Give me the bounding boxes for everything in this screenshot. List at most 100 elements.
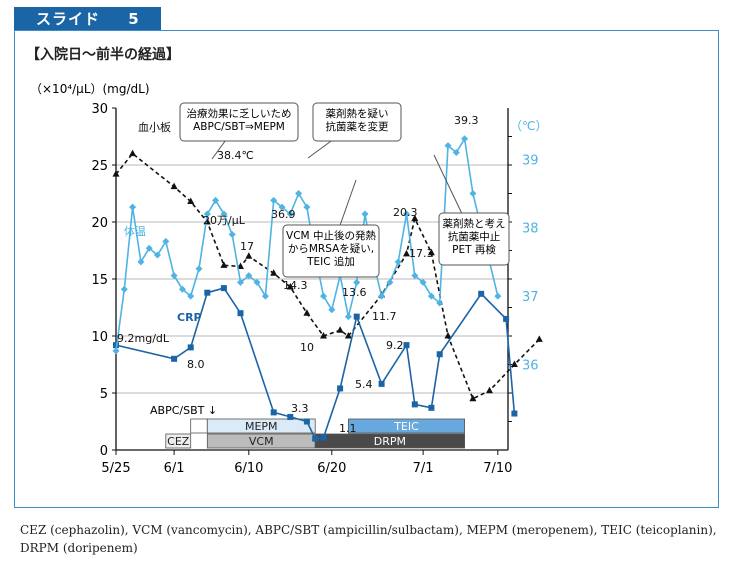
- crp-point: [237, 310, 244, 317]
- x-tick-label: 6/1: [164, 461, 185, 476]
- temp-point: [353, 278, 361, 286]
- crp-point: [187, 344, 194, 351]
- left-tick-label: 15: [91, 273, 108, 288]
- temp-point: [386, 278, 394, 286]
- data-label: 3.3: [291, 402, 309, 415]
- left-tick-label: 20: [91, 216, 108, 231]
- platelet-point: [112, 170, 120, 177]
- drug-label-drpm: DRPM: [374, 435, 406, 448]
- temp-point: [228, 231, 236, 239]
- temp-point: [444, 142, 452, 150]
- temp-point: [378, 292, 386, 300]
- abpc-marker: ABPC/SBT ↓: [150, 404, 217, 417]
- data-label: 9.2: [386, 339, 404, 352]
- temp-point: [261, 292, 269, 300]
- data-label: 17.3: [409, 247, 434, 260]
- data-label: 13.6: [342, 286, 367, 299]
- temp-point: [461, 135, 469, 143]
- platelet-point: [286, 282, 294, 290]
- drug-bar-abpc: [190, 418, 208, 434]
- callout-text: VCM 中止後の発熱: [286, 229, 376, 242]
- right-tick-label: 36: [522, 359, 539, 374]
- crp-point: [287, 413, 294, 420]
- temp-point: [237, 278, 244, 286]
- temp-point: [137, 258, 145, 266]
- slide-tab-number: 5: [128, 10, 140, 28]
- data-label: 10: [300, 341, 314, 354]
- data-label: 8.0: [187, 358, 205, 371]
- temp-point: [394, 258, 402, 266]
- platelet-point: [486, 386, 493, 394]
- temp-point: [436, 299, 444, 307]
- temp-point: [286, 210, 294, 218]
- data-label: 14.3: [283, 279, 308, 292]
- slide-heading: 【入院日～前半の経過】: [26, 47, 180, 63]
- crp-point: [303, 418, 310, 425]
- platelet-point: [344, 332, 352, 339]
- temp-point: [411, 272, 419, 280]
- crp-point: [320, 434, 327, 441]
- platelet-point: [411, 214, 419, 222]
- temp-point: [253, 278, 261, 286]
- crp-point: [270, 409, 277, 416]
- callout-box: [282, 224, 380, 278]
- temp-point: [178, 285, 186, 293]
- data-label: 20.3: [393, 206, 418, 219]
- crp-point: [171, 355, 178, 362]
- crp-point: [337, 385, 344, 392]
- x-tick-label: 7/10: [483, 461, 512, 476]
- data-label: 5.4: [355, 378, 373, 391]
- platelet-point: [270, 269, 278, 276]
- callout-text: PET 再検: [452, 243, 496, 256]
- data-label: 1.1: [339, 422, 357, 435]
- platelet-point: [303, 309, 311, 316]
- slide-tab-label: スライド: [36, 10, 101, 28]
- crp-point: [204, 289, 211, 296]
- drug-bar-teic: [347, 418, 465, 434]
- temp-point: [187, 292, 195, 300]
- drug-label-teic: TEIC: [393, 420, 419, 433]
- temp-point: [203, 210, 211, 218]
- x-tick-label: 6/20: [317, 461, 346, 476]
- data-label: CRP: [177, 311, 202, 324]
- platelet-point: [129, 149, 137, 157]
- temp-point: [278, 203, 286, 211]
- x-tick-label: 5/25: [101, 461, 130, 476]
- temp-point: [320, 292, 327, 300]
- temp-point: [245, 272, 253, 280]
- data-label: 血小板: [138, 120, 171, 134]
- crp-point: [511, 410, 518, 417]
- crp-point: [220, 285, 227, 292]
- callout-text: 治療効果に乏しいため: [187, 107, 292, 120]
- callout-box: [179, 102, 299, 142]
- caption: CEZ (cephazolin), VCM (vancomycin), ABPC…: [20, 523, 717, 555]
- platelet-point: [170, 182, 178, 190]
- temp-point: [129, 203, 137, 211]
- data-label: 11.7: [372, 310, 397, 323]
- crp-point: [312, 435, 319, 442]
- platelet-point: [245, 252, 253, 259]
- temp-point: [295, 190, 303, 197]
- crp-point: [478, 290, 485, 297]
- data-label: 体温: [124, 224, 146, 238]
- left-tick-label: 0: [100, 444, 108, 459]
- temp-point: [419, 278, 427, 286]
- crp-point: [428, 404, 435, 411]
- left-tick-label: 30: [91, 102, 108, 117]
- crp-point: [378, 380, 385, 387]
- drug-label-mepm: MEPM: [245, 420, 278, 433]
- callout-text: 薬剤熱と考え: [443, 217, 506, 230]
- callout-text: 抗菌薬中止: [448, 230, 501, 243]
- callout-text: からMRSAを疑い,: [288, 243, 374, 255]
- left-tick-label: 10: [91, 330, 108, 345]
- temp-point: [220, 210, 228, 218]
- callout-text: 抗菌薬を変更: [326, 120, 389, 133]
- crp-point: [436, 351, 443, 358]
- left-tick-label: 5: [100, 387, 108, 402]
- callout-text: 薬剤熱を疑い: [326, 107, 389, 120]
- data-label: 9.2mg/dL: [117, 332, 170, 345]
- temp-point: [112, 347, 120, 355]
- crp-point: [503, 315, 510, 322]
- callout-box: [438, 212, 510, 266]
